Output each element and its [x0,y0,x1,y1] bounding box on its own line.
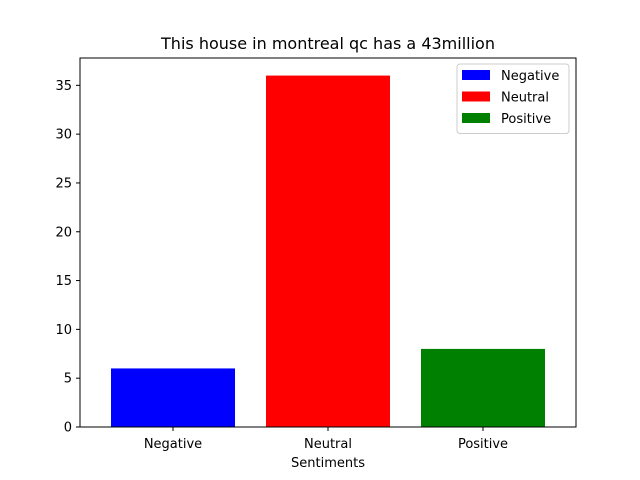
legend-swatch-neutral [462,91,490,102]
legend-label-negative: Negative [501,69,559,84]
y-tick-label: 10 [55,323,72,338]
x-axis-label: Sentiments [291,456,365,471]
legend-swatch-positive [462,113,490,123]
y-tick-label: 15 [55,274,72,289]
x-ticks-group: Negative Neutral Positive [144,427,508,452]
bar-neutral [266,75,390,428]
legend-label-neutral: Neutral [501,91,549,106]
bars-group [111,75,545,428]
x-tick-label: Positive [458,437,508,452]
y-ticks-group: 0 5 10 15 20 25 30 35 [55,79,80,436]
y-tick-label: 30 [55,128,72,143]
y-tick-label: 25 [55,176,72,191]
legend: Negative Neutral Positive [456,63,570,134]
chart-title: This house in montreal qc has a 43millio… [160,34,495,53]
y-tick-label: 5 [64,372,72,387]
y-tick-label: 20 [55,225,72,240]
legend-swatch-negative [462,70,490,80]
y-tick-label: 35 [55,79,72,94]
legend-label-positive: Positive [501,112,551,127]
x-tick-label: Neutral [304,437,352,452]
x-tick-label: Negative [144,437,202,452]
bar-negative [111,368,235,427]
bar-positive [421,348,545,427]
y-tick-label: 0 [64,421,72,436]
